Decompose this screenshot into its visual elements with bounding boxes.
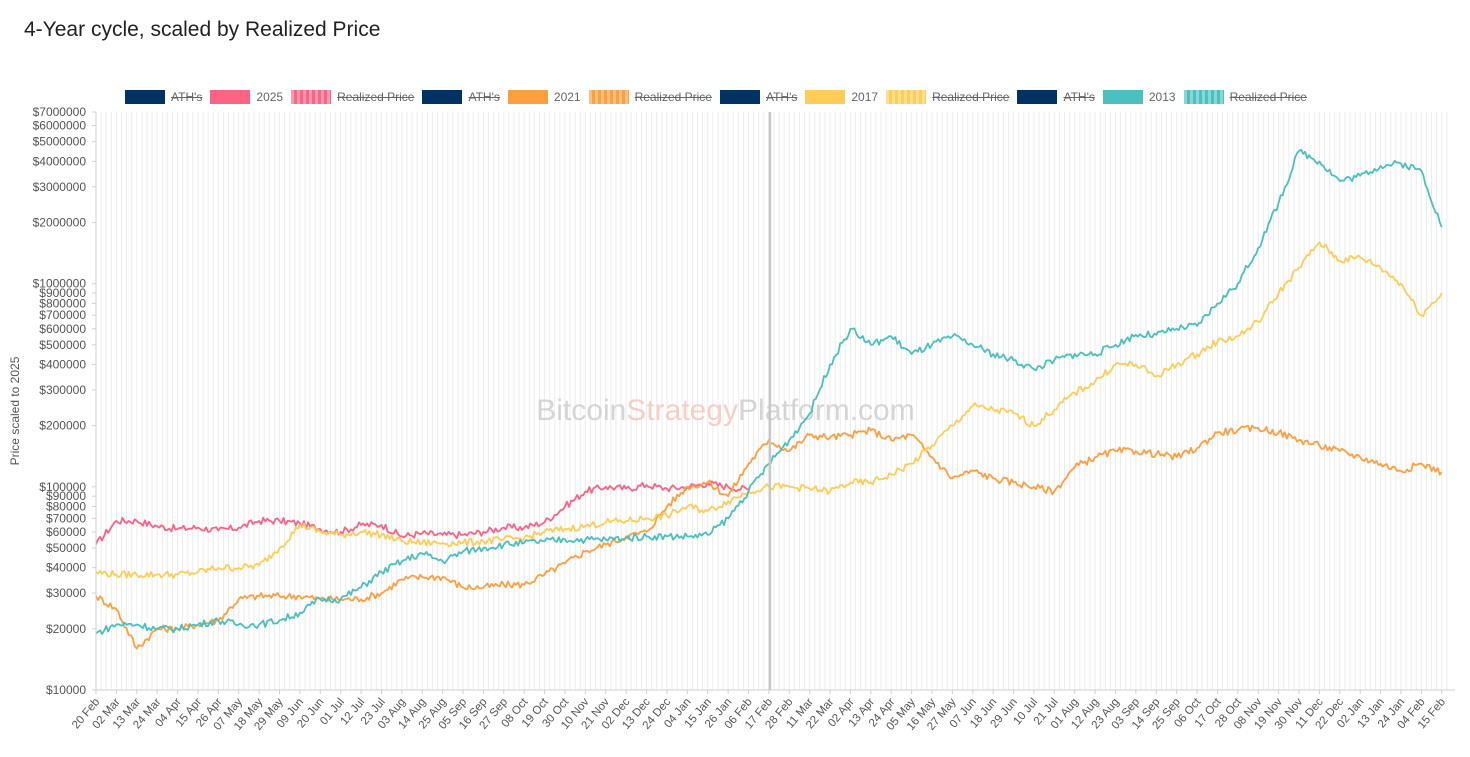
legend-swatch	[210, 90, 251, 104]
legend-label: ATH's	[765, 90, 798, 104]
legend-item-1[interactable]: 2025	[210, 90, 283, 104]
y-axis-title: Price scaled to 2025	[8, 356, 22, 465]
y-tick-label: $70000	[46, 511, 86, 525]
legend-item-8[interactable]: Realized Price	[886, 90, 1009, 104]
watermark-part: Platform.com	[738, 394, 915, 427]
legend-swatch	[125, 90, 165, 104]
y-tick-label: $100000	[39, 480, 86, 494]
y-tick-label: $700000	[39, 308, 86, 322]
grid	[95, 112, 1448, 690]
y-tick-label: $4000000	[33, 154, 87, 168]
legend-swatch	[805, 90, 846, 104]
legend-label: 2013	[1148, 90, 1176, 104]
watermark: BitcoinStrategyPlatform.com	[536, 394, 915, 427]
legend-item-9[interactable]: ATH's	[1017, 90, 1095, 104]
legend-item-0[interactable]: ATH's	[125, 90, 202, 104]
legend-label: ATH's	[171, 90, 203, 104]
legend-swatch	[1017, 90, 1058, 104]
watermark-text: BitcoinStrategyPlatform.com	[536, 394, 915, 427]
legend-item-5[interactable]: Realized Price	[588, 90, 712, 104]
series-line-2025	[95, 480, 749, 545]
legend-swatch	[1102, 90, 1143, 104]
y-tick-label: $6000000	[33, 119, 87, 133]
legend-swatch	[507, 90, 548, 104]
y-tick-label: $1000000	[33, 277, 87, 291]
chart-legend: ATH's 2025 Realized Price ATH's 2021 Realized…	[125, 88, 1315, 106]
y-tick-label: $50000	[46, 541, 86, 555]
legend-label: 2021	[553, 90, 581, 104]
y-tick-label: $20000	[46, 622, 86, 636]
legend-item-2[interactable]: Realized Price	[291, 90, 414, 104]
legend-item-3[interactable]: ATH's	[422, 90, 500, 104]
legend-swatch	[422, 90, 463, 104]
y-tick-label: $800000	[39, 296, 86, 310]
legend-swatch	[291, 90, 332, 104]
legend-item-10[interactable]: 2013	[1102, 90, 1176, 104]
legend-label: ATH's	[468, 90, 500, 104]
legend-item-6[interactable]: ATH's	[719, 90, 798, 104]
y-tick-label: $10000	[46, 683, 86, 697]
y-tick-label: $40000	[46, 561, 86, 575]
legend-swatch	[886, 90, 927, 104]
y-tick-label: $400000	[39, 358, 86, 372]
legend-swatch	[719, 90, 760, 104]
y-tick-label: $300000	[39, 383, 86, 397]
y-tick-label: $7000000	[33, 105, 87, 119]
legend-label: Realized Price	[634, 90, 712, 104]
y-tick-label: $600000	[39, 322, 86, 336]
y-tick-label: $60000	[46, 525, 86, 539]
legend-label: Realized Price	[932, 90, 1010, 104]
y-tick-label: $30000	[46, 586, 86, 600]
page-title: 4-Year cycle, scaled by Realized Price	[24, 18, 381, 41]
y-tick-label: $3000000	[33, 180, 87, 194]
legend-swatch	[588, 90, 629, 104]
legend-label: Realized Price	[337, 90, 415, 104]
legend-label: Realized Price	[1229, 90, 1307, 104]
y-tick-label: $200000	[39, 419, 86, 433]
y-tick-label: $90000	[46, 489, 86, 503]
legend-label: ATH's	[1063, 90, 1095, 104]
y-tick-label: $80000	[46, 500, 86, 514]
y-tick-label: $900000	[39, 286, 86, 300]
legend-item-7[interactable]: 2017	[805, 90, 878, 104]
watermark-part: Bitcoin	[536, 394, 626, 427]
legend-item-11[interactable]: Realized Price	[1183, 90, 1307, 104]
legend-item-4[interactable]: 2021	[507, 90, 581, 104]
y-tick-label: $5000000	[33, 135, 87, 149]
legend-label: 2025	[256, 90, 284, 104]
legend-label: 2017	[851, 90, 879, 104]
y-tick-label: $2000000	[33, 216, 87, 230]
legend-swatch	[1183, 90, 1224, 104]
watermark-part: Strategy	[626, 394, 738, 427]
y-tick-label: $500000	[39, 338, 86, 352]
